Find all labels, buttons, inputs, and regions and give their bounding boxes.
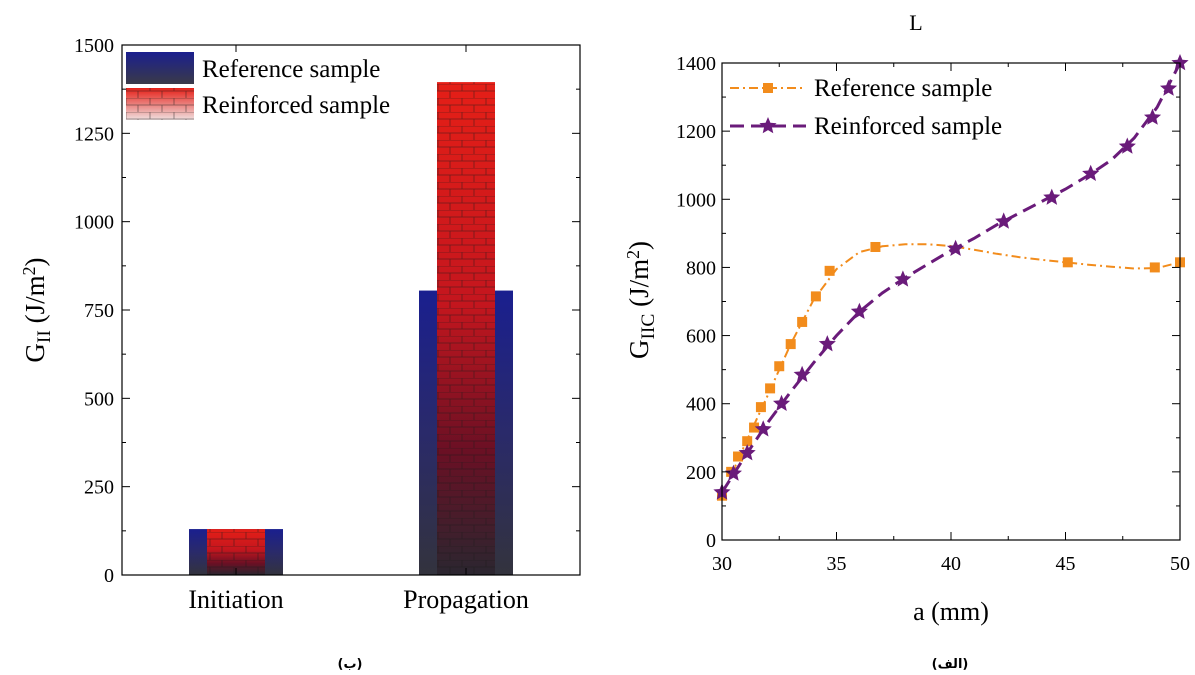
bar-chart-y-axis-label: GII (J/m2) [19, 257, 55, 362]
y-label-superscript: 2 [623, 250, 643, 259]
data-point [894, 270, 912, 287]
legend-label: Reinforced sample [202, 92, 390, 119]
bar-texture [207, 529, 265, 575]
y-tick-label: 0 [706, 530, 716, 552]
data-point [1062, 257, 1073, 268]
y-label-unit: (J/m [20, 275, 50, 330]
data-point [742, 436, 753, 447]
line-chart-x-axis-label: a (mm) [913, 597, 989, 626]
data-point [755, 402, 766, 413]
y-tick-label: 800 [686, 257, 716, 279]
data-point [824, 265, 835, 276]
line-chart-legend: Reference sample Reinforced sample [730, 75, 1002, 140]
data-point [765, 383, 776, 394]
y-tick-label: 0 [104, 565, 114, 587]
series-reference-sample [717, 241, 1185, 501]
x-tick-label: 40 [941, 553, 961, 575]
y-label-superscript: 2 [19, 266, 39, 275]
data-point [797, 316, 808, 327]
legend-label: Reference sample [202, 56, 380, 83]
bar-chart: 0 250 500 750 1000 1250 1500 Initiation Propaga… [19, 35, 581, 614]
x-tick-label: Initiation [188, 585, 283, 614]
data-point [793, 365, 811, 382]
data-point [754, 420, 772, 437]
y-tick-label: 1200 [676, 121, 716, 143]
data-point [1160, 79, 1178, 96]
data-point [749, 422, 760, 433]
data-point [785, 339, 796, 350]
y-tick-label: 1400 [676, 53, 716, 75]
y-axis-label-text: GIIC (J/m2) [623, 241, 659, 359]
bar-chart-bars [189, 82, 513, 575]
caption-left: (ب) [338, 657, 363, 672]
x-tick-label: 45 [1056, 553, 1076, 575]
data-point [1118, 137, 1136, 154]
series-line [720, 62, 1182, 494]
data-point [774, 361, 785, 372]
y-label-main: G [624, 340, 654, 360]
data-point [1149, 262, 1160, 273]
caption-right: (الف) [932, 657, 969, 672]
series-line [721, 243, 1181, 497]
legend-swatch [126, 52, 194, 84]
y-label-unit: (J/m [624, 259, 654, 314]
bar-chart-x-axis: Initiation Propagation [188, 45, 529, 614]
line-chart: L 0 200 400 600 800 1000 1200 1400 30 35 40 45 50 a… [623, 10, 1190, 626]
line-chart-title: L [909, 10, 922, 35]
line-chart-y-axis-label: GIIC (J/m2) [623, 241, 659, 359]
y-label-subscript: II [34, 330, 55, 343]
y-tick-label: 500 [84, 388, 114, 410]
y-tick-label: 1000 [74, 212, 114, 234]
data-point [810, 291, 821, 302]
data-point [1144, 108, 1162, 125]
y-tick-label: 750 [84, 300, 114, 322]
y-tick-label: 250 [84, 477, 114, 499]
data-point [1171, 54, 1189, 71]
data-point [724, 464, 742, 481]
data-point [947, 239, 965, 256]
legend-swatch-texture [126, 88, 194, 120]
data-point [1082, 164, 1100, 181]
data-point [818, 335, 836, 352]
data-point [773, 394, 791, 411]
data-point [870, 241, 881, 252]
legend-marker [763, 83, 773, 93]
line-chart-series [713, 54, 1189, 501]
y-tick-label: 200 [686, 462, 716, 484]
legend-marker [759, 117, 777, 134]
y-label-main: G [20, 343, 50, 363]
data-point [995, 212, 1013, 229]
bar-chart-legend: Reference sample Reinforced sample [126, 52, 390, 120]
line-chart-x-axis: 30 35 40 45 50 [712, 63, 1190, 575]
y-label-subscript: IIC [638, 314, 659, 340]
x-tick-label: Propagation [403, 585, 529, 614]
data-point [738, 444, 756, 461]
data-point [1043, 188, 1061, 205]
x-tick-label: 35 [827, 553, 847, 575]
y-axis-label-text: GII (J/m2) [19, 257, 55, 362]
bar-texture [437, 82, 495, 575]
legend-label: Reinforced sample [814, 113, 1002, 140]
line-chart-y-axis: 0 200 400 600 800 1000 1200 1400 [676, 53, 1180, 552]
data-point [850, 302, 868, 319]
y-tick-label: 600 [686, 326, 716, 348]
x-tick-label: 30 [712, 553, 732, 575]
y-tick-label: 400 [686, 394, 716, 416]
legend-label: Reference sample [814, 75, 992, 102]
bar-chart-y-axis: 0 250 500 750 1000 1250 1500 [74, 35, 580, 587]
y-label-close: ) [624, 241, 654, 250]
y-label-close: ) [20, 257, 50, 266]
y-tick-label: 1250 [74, 123, 114, 145]
y-tick-label: 1500 [74, 35, 114, 57]
data-point [733, 451, 744, 462]
y-tick-label: 1000 [676, 189, 716, 211]
x-tick-label: 50 [1170, 553, 1190, 575]
